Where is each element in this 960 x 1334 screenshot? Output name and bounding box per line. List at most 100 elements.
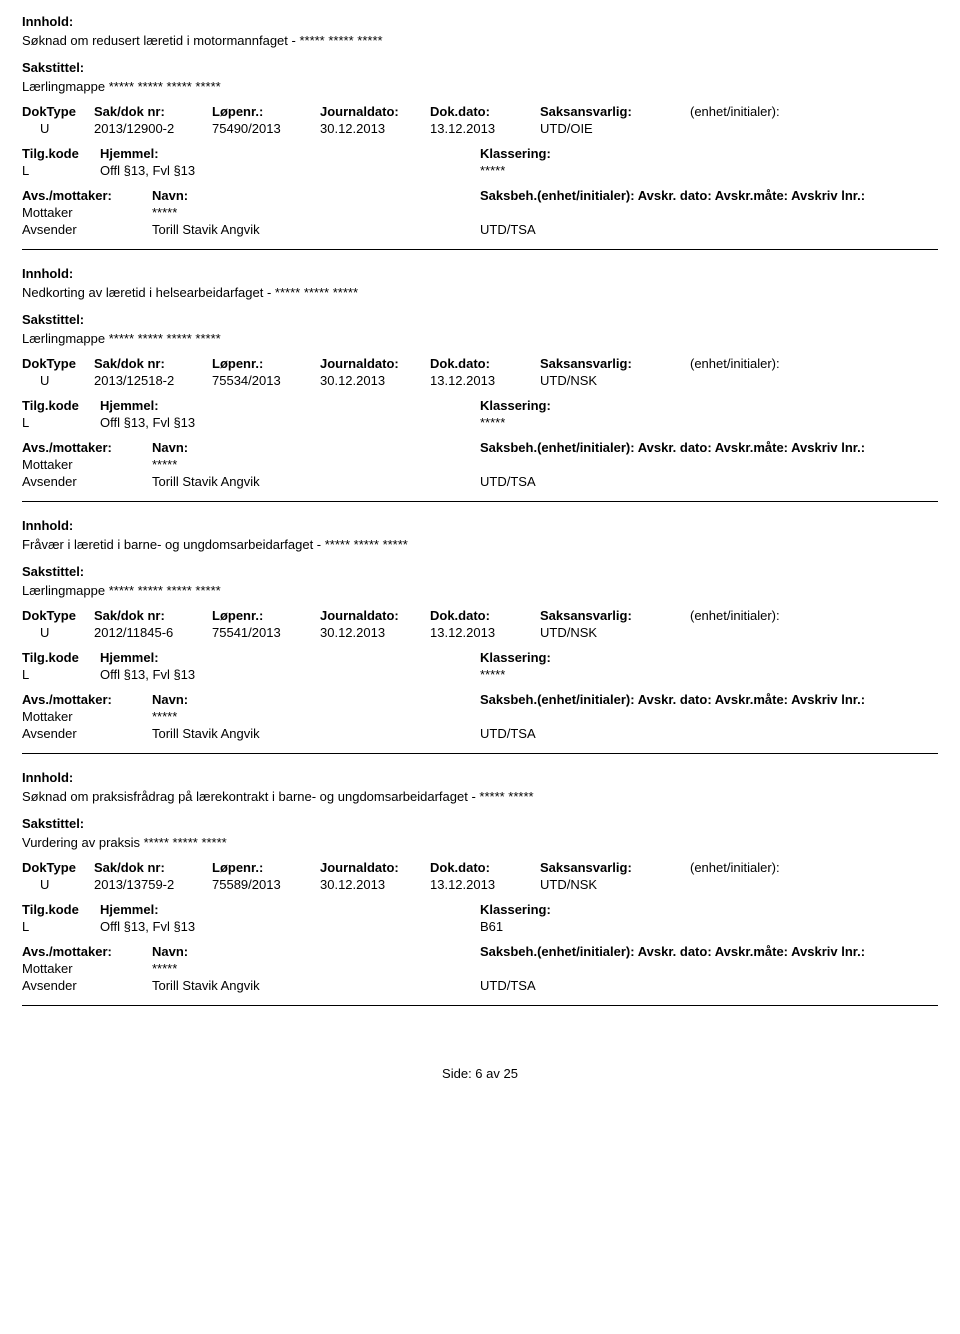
avsender-code: UTD/TSA [480, 726, 938, 741]
tilgkode-value: L [22, 919, 100, 934]
klassering-header: Klassering: [480, 650, 938, 665]
sakdok-value: 2013/12518-2 [94, 373, 212, 388]
dokdato-value: 13.12.2013 [430, 625, 540, 640]
innhold-text: Nedkorting av læretid i helsearbeidarfag… [22, 285, 938, 300]
lopenr-header: Løpenr.: [212, 104, 320, 119]
hjemmel-header: Hjemmel: [100, 146, 480, 161]
enhet-header: (enhet/initialer): [690, 356, 938, 371]
avsmottaker-header: Avs./mottaker: [22, 692, 152, 707]
hjemmel-value: Offl §13, Fvl §13 [100, 919, 480, 934]
avsender-code: UTD/TSA [480, 474, 938, 489]
sakstittel-label: Sakstittel: [22, 60, 938, 75]
sakstittel-label: Sakstittel: [22, 564, 938, 579]
doktype-value: U [22, 877, 94, 892]
doktype-header: DokType [22, 608, 94, 623]
enhet-value [690, 877, 938, 892]
saksansvarlig-value: UTD/NSK [540, 373, 690, 388]
klassering-value: B61 [480, 919, 938, 934]
tilgkode-value: L [22, 163, 100, 178]
journaldato-header: Journaldato: [320, 608, 430, 623]
enhet-value [690, 373, 938, 388]
lopenr-value: 75589/2013 [212, 877, 320, 892]
tilgkode-header: Tilg.kode [22, 146, 100, 161]
saksbeh-header: Saksbeh.(enhet/initialer): Avskr. dato: … [480, 692, 938, 707]
mottaker-label: Mottaker [22, 709, 152, 724]
sakdok-value: 2013/12900-2 [94, 121, 212, 136]
dokdato-value: 13.12.2013 [430, 373, 540, 388]
innhold-label: Innhold: [22, 770, 938, 785]
sakdok-header: Sak/dok nr: [94, 104, 212, 119]
dokdato-header: Dok.dato: [430, 356, 540, 371]
dokdato-header: Dok.dato: [430, 860, 540, 875]
innhold-text: Søknad om praksisfrådrag på lærekontrakt… [22, 789, 938, 804]
avsmottaker-header: Avs./mottaker: [22, 440, 152, 455]
innhold-label: Innhold: [22, 14, 938, 29]
journaldato-header: Journaldato: [320, 356, 430, 371]
klassering-header: Klassering: [480, 398, 938, 413]
saksansvarlig-header: Saksansvarlig: [540, 860, 690, 875]
innhold-text: Søknad om redusert læretid i motormannfa… [22, 33, 938, 48]
klassering-header: Klassering: [480, 146, 938, 161]
enhet-header: (enhet/initialer): [690, 104, 938, 119]
sakstittel-label: Sakstittel: [22, 816, 938, 831]
mottaker-value: ***** [152, 457, 938, 472]
hjemmel-header: Hjemmel: [100, 650, 480, 665]
lopenr-header: Løpenr.: [212, 608, 320, 623]
sakstittel-label: Sakstittel: [22, 312, 938, 327]
navn-header: Navn: [152, 692, 480, 707]
lopenr-value: 75534/2013 [212, 373, 320, 388]
doktype-value: U [22, 121, 94, 136]
enhet-value [690, 625, 938, 640]
avsender-value: Torill Stavik Angvik [152, 222, 480, 237]
avsender-code: UTD/TSA [480, 978, 938, 993]
sakstittel-text: Vurdering av praksis ***** ***** ***** [22, 835, 938, 850]
enhet-value [690, 121, 938, 136]
tilgkode-value: L [22, 415, 100, 430]
klassering-header: Klassering: [480, 902, 938, 917]
mottaker-label: Mottaker [22, 205, 152, 220]
saksansvarlig-header: Saksansvarlig: [540, 608, 690, 623]
hjemmel-value: Offl §13, Fvl §13 [100, 163, 480, 178]
dokdato-value: 13.12.2013 [430, 877, 540, 892]
avsmottaker-header: Avs./mottaker: [22, 188, 152, 203]
journal-record: Innhold: Fråvær i læretid i barne- og un… [22, 518, 938, 754]
tilgkode-header: Tilg.kode [22, 902, 100, 917]
sakstittel-text: Lærlingmappe ***** ***** ***** ***** [22, 79, 938, 94]
tilgkode-header: Tilg.kode [22, 650, 100, 665]
enhet-header: (enhet/initialer): [690, 608, 938, 623]
avsender-value: Torill Stavik Angvik [152, 474, 480, 489]
klassering-value: ***** [480, 163, 938, 178]
journaldato-value: 30.12.2013 [320, 877, 430, 892]
saksansvarlig-value: UTD/NSK [540, 877, 690, 892]
doktype-value: U [22, 373, 94, 388]
lopenr-value: 75490/2013 [212, 121, 320, 136]
sakdok-value: 2012/11845-6 [94, 625, 212, 640]
dokdato-header: Dok.dato: [430, 104, 540, 119]
saksansvarlig-value: UTD/NSK [540, 625, 690, 640]
doktype-header: DokType [22, 104, 94, 119]
sakdok-header: Sak/dok nr: [94, 608, 212, 623]
hjemmel-value: Offl §13, Fvl §13 [100, 667, 480, 682]
avsender-value: Torill Stavik Angvik [152, 978, 480, 993]
sakdok-header: Sak/dok nr: [94, 860, 212, 875]
avsender-label: Avsender [22, 222, 152, 237]
mottaker-label: Mottaker [22, 961, 152, 976]
saksbeh-header: Saksbeh.(enhet/initialer): Avskr. dato: … [480, 188, 938, 203]
sakstittel-text: Lærlingmappe ***** ***** ***** ***** [22, 331, 938, 346]
doktype-value: U [22, 625, 94, 640]
hjemmel-value: Offl §13, Fvl §13 [100, 415, 480, 430]
avsender-value: Torill Stavik Angvik [152, 726, 480, 741]
avsmottaker-header: Avs./mottaker: [22, 944, 152, 959]
tilgkode-value: L [22, 667, 100, 682]
doktype-header: DokType [22, 860, 94, 875]
lopenr-header: Løpenr.: [212, 860, 320, 875]
saksansvarlig-header: Saksansvarlig: [540, 356, 690, 371]
hjemmel-header: Hjemmel: [100, 902, 480, 917]
journaldato-header: Journaldato: [320, 860, 430, 875]
journal-record: Innhold: Søknad om praksisfrådrag på lær… [22, 770, 938, 1006]
saksansvarlig-header: Saksansvarlig: [540, 104, 690, 119]
journaldato-value: 30.12.2013 [320, 625, 430, 640]
doktype-header: DokType [22, 356, 94, 371]
klassering-value: ***** [480, 667, 938, 682]
saksbeh-header: Saksbeh.(enhet/initialer): Avskr. dato: … [480, 440, 938, 455]
